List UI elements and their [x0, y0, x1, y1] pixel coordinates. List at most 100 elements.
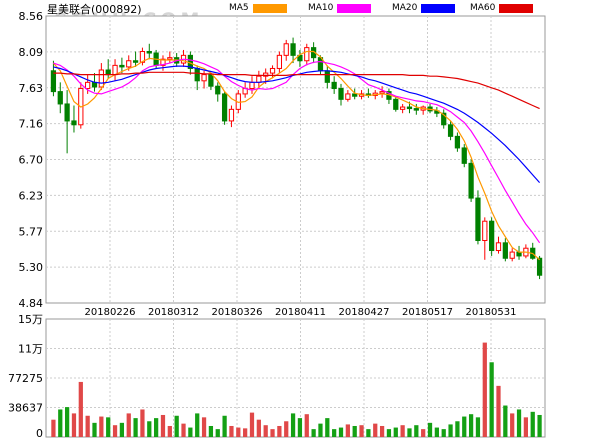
candle-body [454, 135, 461, 149]
volume-bar [311, 429, 316, 437]
volume-bar [201, 417, 207, 437]
volume-bar [106, 417, 111, 437]
legend-ma5-label: MA5 [229, 3, 249, 13]
volume-bar [373, 423, 378, 437]
volume-bar [530, 411, 535, 437]
candle-body [413, 108, 419, 111]
candle-body [324, 70, 330, 83]
volume-bar [112, 425, 118, 437]
legend-ma60: MA60 [470, 2, 534, 14]
candle-body [112, 64, 118, 76]
volume-bar [523, 417, 529, 437]
legend-ma20-swatch [421, 3, 456, 13]
volume-bar [304, 414, 309, 437]
volume-bar [434, 427, 439, 437]
candle-body [290, 43, 296, 56]
price-tick-label: 4.84 [19, 297, 44, 310]
price-tick-label: 8.09 [19, 46, 44, 59]
ma-line-ma60 [53, 71, 540, 110]
candle-body [468, 162, 474, 199]
volume-bar [482, 342, 487, 437]
candle-body [228, 108, 235, 122]
volume-bar [126, 413, 131, 437]
candle-body [132, 60, 139, 63]
candle-body [502, 242, 508, 259]
candle-body [276, 54, 283, 69]
volume-bar [188, 427, 193, 437]
candle-body [71, 120, 77, 126]
candle-body [269, 67, 276, 74]
candle-body [345, 93, 351, 100]
volume-bar [284, 421, 289, 437]
volume-bar [229, 425, 234, 437]
candle-body [57, 91, 63, 105]
candle-body [126, 60, 132, 68]
price-tick-label: 5.77 [19, 225, 44, 238]
volume-bar [290, 413, 296, 437]
price-tick-label: 6.70 [19, 154, 44, 167]
candle-body [352, 93, 358, 97]
candle-body [208, 74, 214, 87]
candle-body [379, 91, 385, 94]
volume-bar [99, 416, 104, 437]
volume-bar [85, 415, 90, 437]
volume-bar [181, 423, 186, 437]
legend-ma10-swatch [337, 3, 372, 13]
x-tick-label: 20180226 [85, 307, 136, 318]
candle-body [447, 124, 454, 137]
volume-bar [421, 429, 426, 437]
volume-bar [119, 422, 125, 437]
candle-body [489, 220, 495, 252]
candle-body [256, 75, 262, 83]
candle-body [160, 58, 166, 66]
volume-bar [345, 424, 350, 437]
candle-body [400, 106, 406, 110]
legend-ma20: MA20 [392, 2, 456, 14]
volume-tick-label: 38637 [8, 402, 43, 415]
volume-bar [236, 427, 241, 437]
candle-body [406, 106, 413, 110]
volume-bar [71, 413, 77, 437]
volume-bar [92, 422, 97, 437]
candle-body [475, 197, 481, 242]
volume-tick-label: 77275 [8, 372, 43, 385]
x-tick-label: 20180312 [148, 307, 199, 318]
candle-body [331, 81, 337, 90]
x-tick-label: 20180326 [212, 307, 263, 318]
legend-ma5-swatch [252, 3, 287, 13]
ma-line-ma5 [52, 50, 541, 261]
candle-body [64, 103, 70, 122]
volume-bar [222, 415, 227, 437]
volume-bar [407, 428, 412, 437]
candle-body [509, 251, 515, 259]
volume-bar [489, 362, 494, 437]
volume-tick-label: 0 [36, 427, 43, 440]
volume-bar [325, 418, 330, 437]
volume-bar [400, 425, 405, 437]
volume-bar [510, 413, 515, 437]
volume-bar [167, 425, 172, 437]
candle-body [105, 69, 111, 76]
volume-bar [332, 429, 337, 437]
legend-ma60-swatch [499, 3, 534, 13]
price-tick-label: 5.30 [19, 261, 44, 274]
price-tick-label: 8.56 [19, 10, 44, 23]
candle-body [139, 50, 146, 63]
price-tick-label: 7.16 [19, 118, 44, 131]
volume-bar [174, 415, 179, 437]
volume-bar [366, 429, 371, 437]
volume-bar [160, 414, 166, 437]
candle-body [536, 257, 543, 276]
volume-bar [455, 421, 460, 437]
volume-bar [352, 425, 357, 437]
volume-bar [64, 407, 70, 437]
volume-bar [386, 429, 392, 437]
candle-body [98, 69, 104, 88]
volume-bar [154, 418, 159, 437]
candle-body [263, 72, 269, 77]
candle-body [441, 112, 447, 126]
volume-bar [297, 418, 303, 437]
volume-bar [468, 414, 474, 437]
